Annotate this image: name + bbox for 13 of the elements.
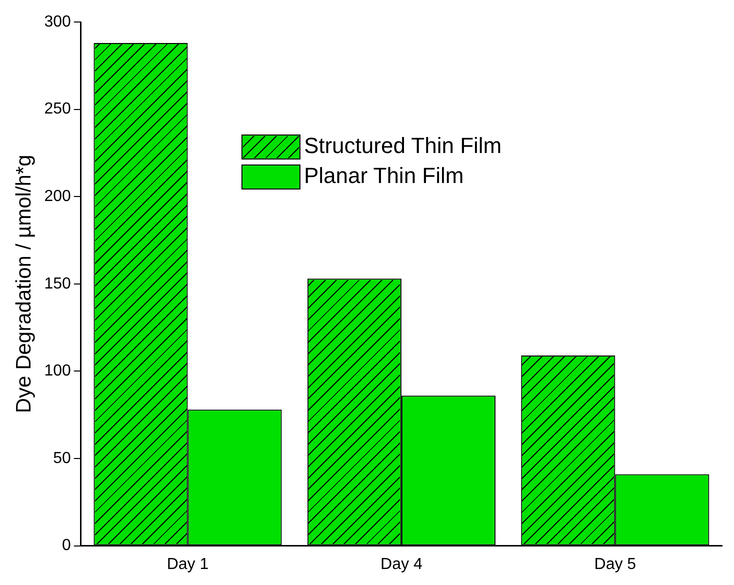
- y-tick-label: 100: [44, 362, 71, 380]
- legend-label: Planar Thin Film: [304, 163, 464, 188]
- y-tick-label: 150: [44, 275, 71, 292]
- legend-label: Structured Thin Film: [304, 133, 502, 158]
- y-tick-label: 50: [53, 450, 71, 467]
- y-tick-label: 300: [44, 13, 71, 30]
- x-tick-label: Day 4: [380, 556, 422, 573]
- y-axis-title: Dye Degradation / µmol/h*g: [12, 154, 36, 414]
- x-tick-label: Day 1: [166, 556, 209, 573]
- y-tick-label: 200: [44, 188, 71, 206]
- x-tick-label: Day 5: [594, 556, 636, 573]
- y-tick-label: 250: [44, 100, 71, 118]
- y-tick-label: 0: [62, 537, 71, 554]
